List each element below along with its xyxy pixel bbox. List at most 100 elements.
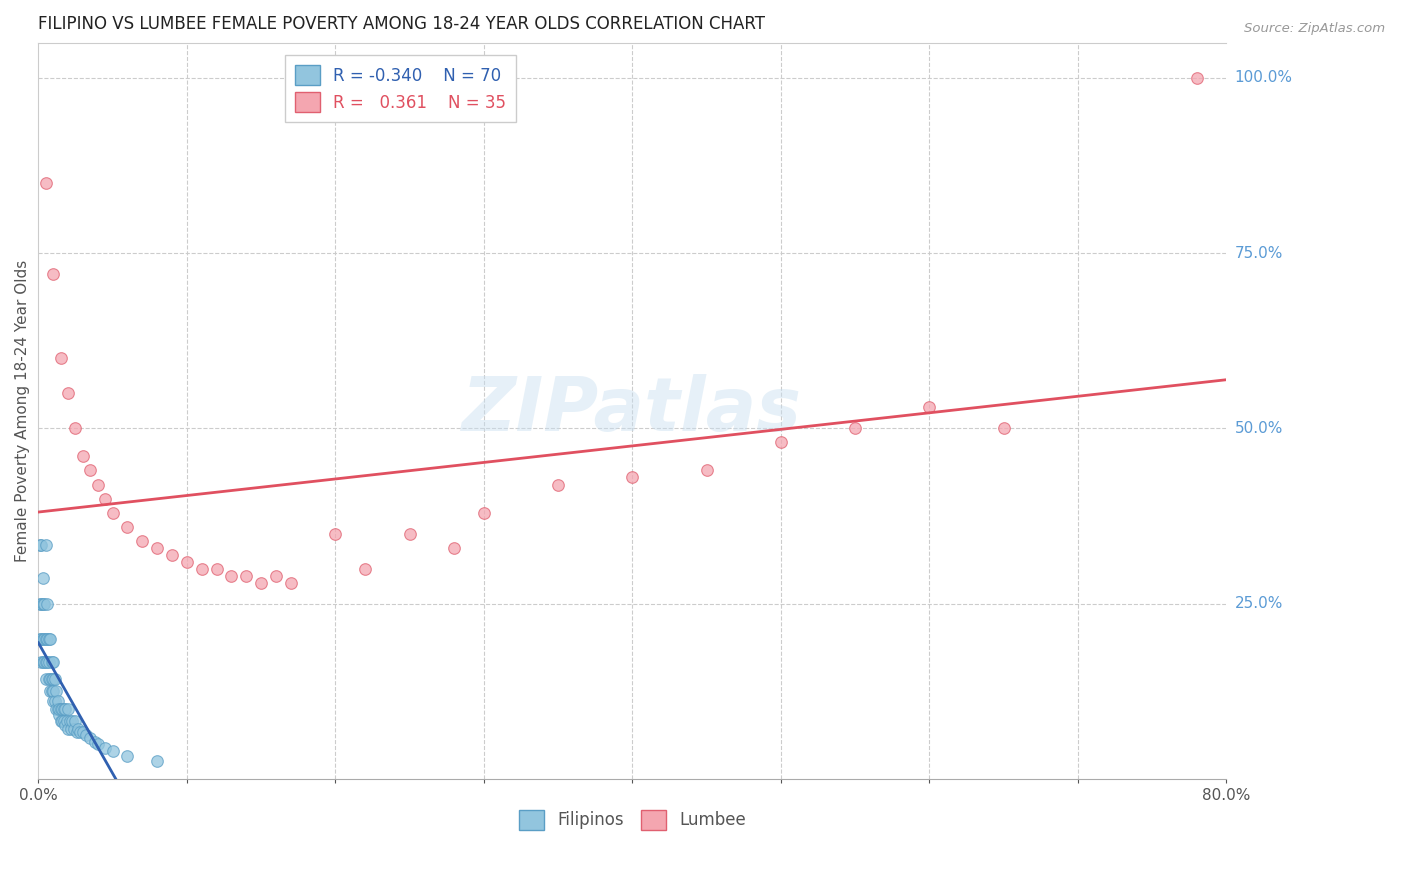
Point	[354, 561, 377, 575]
Point	[769, 435, 792, 450]
Point	[46, 694, 69, 708]
Point	[53, 718, 76, 732]
Point	[41, 655, 63, 669]
Point	[42, 267, 65, 281]
Point	[101, 506, 124, 520]
Point	[621, 470, 644, 484]
Point	[42, 655, 65, 669]
Point	[35, 176, 58, 190]
Point	[48, 708, 70, 723]
Point	[41, 672, 63, 686]
Point	[37, 597, 59, 611]
Point	[56, 702, 79, 716]
Text: 50.0%: 50.0%	[1234, 421, 1282, 436]
Point	[323, 526, 346, 541]
Point	[45, 702, 67, 716]
Point	[472, 506, 495, 520]
Point	[30, 632, 52, 646]
Point	[72, 450, 94, 464]
Point	[176, 555, 198, 569]
Point	[190, 561, 212, 575]
Point	[117, 519, 139, 533]
Point	[65, 421, 87, 435]
Point	[41, 684, 63, 698]
Point	[35, 632, 58, 646]
Point	[62, 714, 84, 728]
Point	[146, 541, 169, 555]
Point	[844, 421, 866, 435]
Point	[45, 684, 67, 698]
Point	[264, 568, 287, 582]
Text: 75.0%: 75.0%	[1234, 245, 1282, 260]
Point	[52, 714, 75, 728]
Point	[48, 702, 70, 716]
Point	[83, 735, 105, 749]
Text: FILIPINO VS LUMBEE FEMALE POVERTY AMONG 18-24 YEAR OLDS CORRELATION CHART: FILIPINO VS LUMBEE FEMALE POVERTY AMONG …	[38, 15, 765, 33]
Point	[42, 672, 65, 686]
Point	[65, 714, 87, 728]
Point	[55, 714, 77, 728]
Point	[67, 722, 90, 736]
Legend: Filipinos, Lumbee: Filipinos, Lumbee	[512, 803, 752, 837]
Point	[117, 748, 139, 763]
Point	[30, 655, 52, 669]
Point	[918, 401, 941, 415]
Point	[39, 684, 62, 698]
Point	[53, 702, 76, 716]
Point	[30, 539, 52, 553]
Y-axis label: Female Poverty Among 18-24 Year Olds: Female Poverty Among 18-24 Year Olds	[15, 260, 30, 562]
Point	[39, 672, 62, 686]
Point	[79, 463, 101, 477]
Point	[37, 655, 59, 669]
Point	[44, 672, 66, 686]
Point	[51, 702, 73, 716]
Point	[63, 722, 86, 736]
Point	[31, 655, 53, 669]
Point	[35, 539, 58, 553]
Point	[59, 722, 82, 736]
Point	[250, 575, 273, 590]
Point	[280, 575, 302, 590]
Point	[32, 632, 55, 646]
Point	[44, 694, 66, 708]
Text: ZIPatlas: ZIPatlas	[463, 375, 803, 448]
Point	[696, 463, 718, 477]
Point	[993, 421, 1015, 435]
Point	[79, 731, 101, 745]
Point	[160, 548, 183, 562]
Point	[56, 722, 79, 736]
Point	[69, 725, 91, 739]
Point	[35, 672, 58, 686]
Point	[35, 655, 58, 669]
Point	[87, 477, 110, 491]
Point	[58, 714, 80, 728]
Point	[46, 702, 69, 716]
Point	[39, 632, 62, 646]
Point	[72, 725, 94, 739]
Point	[38, 655, 60, 669]
Point	[131, 533, 153, 548]
Point	[235, 568, 257, 582]
Point	[37, 632, 59, 646]
Point	[146, 755, 169, 769]
Point	[30, 597, 52, 611]
Text: 25.0%: 25.0%	[1234, 596, 1282, 611]
Point	[547, 477, 569, 491]
Point	[94, 741, 117, 756]
Point	[38, 632, 60, 646]
Point	[87, 737, 110, 751]
Point	[75, 728, 97, 742]
Point	[28, 539, 51, 553]
Point	[51, 714, 73, 728]
Point	[205, 561, 228, 575]
Point	[52, 702, 75, 716]
Text: 100.0%: 100.0%	[1234, 70, 1292, 86]
Point	[56, 386, 79, 401]
Point	[1185, 70, 1208, 85]
Point	[31, 632, 53, 646]
Point	[31, 571, 53, 585]
Point	[28, 597, 51, 611]
Point	[38, 672, 60, 686]
Point	[49, 351, 72, 366]
Point	[221, 568, 243, 582]
